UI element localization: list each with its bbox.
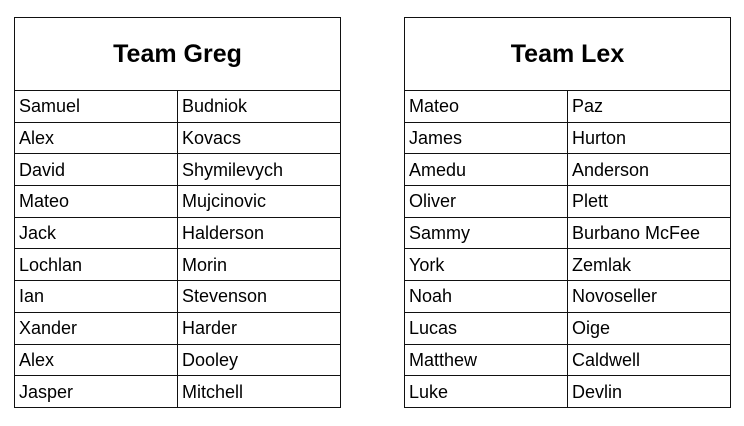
table-row: Luke Devlin — [404, 375, 731, 408]
last-name-cell: Halderson — [177, 216, 341, 250]
table-row: David Shymilevych — [14, 153, 341, 187]
first-name-cell: Amedu — [404, 153, 568, 187]
first-name-cell: Lucas — [404, 311, 568, 345]
table-row: James Hurton — [404, 121, 731, 155]
table-row: York Zemlak — [404, 248, 731, 282]
last-name-cell: Zemlak — [567, 248, 731, 282]
first-name-cell: Alex — [14, 121, 178, 155]
last-name-cell: Devlin — [567, 375, 731, 408]
last-name-cell: Dooley — [177, 343, 341, 377]
first-name-cell: Mateo — [14, 185, 178, 218]
last-name-cell: Harder — [177, 311, 341, 345]
last-name-cell: Anderson — [567, 153, 731, 187]
last-name-cell: Hurton — [567, 121, 731, 155]
first-name-cell: Oliver — [404, 185, 568, 218]
team-title: Team Lex — [404, 17, 731, 91]
first-name-cell: Luke — [404, 375, 568, 408]
table-row: Lochlan Morin — [14, 248, 341, 282]
team-greg-table: Team Greg Samuel Budniok Alex Kovacs David Shy… — [14, 17, 341, 408]
first-name-cell: Lochlan — [14, 248, 178, 282]
last-name-cell: Stevenson — [177, 280, 341, 313]
first-name-cell: Mateo — [404, 90, 568, 123]
last-name-cell: Budniok — [177, 90, 341, 123]
last-name-cell: Novoseller — [567, 280, 731, 313]
table-row: Noah Novoseller — [404, 280, 731, 313]
table-row: Amedu Anderson — [404, 153, 731, 187]
table-row: Jack Halderson — [14, 216, 341, 250]
last-name-cell: Paz — [567, 90, 731, 123]
first-name-cell: Jack — [14, 216, 178, 250]
team-lex-table: Team Lex Mateo Paz James Hurton Amedu Anderson… — [404, 17, 731, 408]
table-row: Matthew Caldwell — [404, 343, 731, 377]
first-name-cell: Alex — [14, 343, 178, 377]
last-name-cell: Shymilevych — [177, 153, 341, 187]
table-row: Samuel Budniok — [14, 90, 341, 123]
first-name-cell: Noah — [404, 280, 568, 313]
first-name-cell: Xander — [14, 311, 178, 345]
first-name-cell: Samuel — [14, 90, 178, 123]
table-row: Alex Dooley — [14, 343, 341, 377]
table-row: Xander Harder — [14, 311, 341, 345]
first-name-cell: David — [14, 153, 178, 187]
table-row: Ian Stevenson — [14, 280, 341, 313]
table-row: Mateo Mujcinovic — [14, 185, 341, 218]
last-name-cell: Morin — [177, 248, 341, 282]
table-row: Oliver Plett — [404, 185, 731, 218]
table-row: Mateo Paz — [404, 90, 731, 123]
first-name-cell: York — [404, 248, 568, 282]
first-name-cell: Jasper — [14, 375, 178, 408]
last-name-cell: Oige — [567, 311, 731, 345]
table-row: Jasper Mitchell — [14, 375, 341, 408]
last-name-cell: Kovacs — [177, 121, 341, 155]
table-row: Lucas Oige — [404, 311, 731, 345]
last-name-cell: Caldwell — [567, 343, 731, 377]
table-row: Sammy Burbano McFee — [404, 216, 731, 250]
last-name-cell: Mujcinovic — [177, 185, 341, 218]
team-title: Team Greg — [14, 17, 341, 91]
first-name-cell: Sammy — [404, 216, 568, 250]
last-name-cell: Plett — [567, 185, 731, 218]
last-name-cell: Mitchell — [177, 375, 341, 408]
first-name-cell: Matthew — [404, 343, 568, 377]
first-name-cell: Ian — [14, 280, 178, 313]
first-name-cell: James — [404, 121, 568, 155]
table-row: Alex Kovacs — [14, 121, 341, 155]
last-name-cell: Burbano McFee — [567, 216, 731, 250]
